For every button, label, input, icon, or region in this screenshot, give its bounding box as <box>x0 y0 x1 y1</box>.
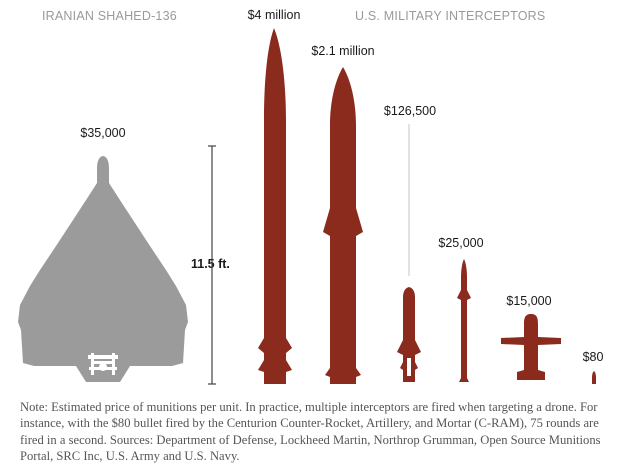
silhouettes <box>18 28 596 385</box>
interceptor-6-silhouette <box>592 371 596 384</box>
price-label-shahed: $35,000 <box>80 126 126 140</box>
price-label-interceptor-2: $2.1 million <box>311 44 375 58</box>
interceptor-3-detail <box>407 358 411 376</box>
interceptor-4-silhouette <box>457 259 471 382</box>
scale-label: 11.5 ft. <box>191 257 230 271</box>
interceptor-3-silhouette <box>397 287 421 382</box>
drone-header: IRANIAN SHAHED-136 <box>42 9 177 23</box>
shahed-drone-silhouette <box>18 156 188 382</box>
price-label-interceptor-5: $15,000 <box>506 294 552 308</box>
shahed-engine-detail <box>88 353 118 375</box>
interceptor-1-silhouette <box>258 28 292 384</box>
interceptor-5-silhouette <box>501 314 561 380</box>
footnote: Note: Estimated price of munitions per u… <box>20 400 601 464</box>
price-label-interceptor-4: $25,000 <box>438 236 484 250</box>
interceptors-header: U.S. MILITARY INTERCEPTORS <box>355 9 546 23</box>
scale-bracket <box>208 145 216 385</box>
price-label-interceptor-6: $80 <box>582 350 604 364</box>
price-label-interceptor-1: $4 million <box>247 8 301 22</box>
price-label-interceptor-3: $126,500 <box>383 104 437 118</box>
interceptor-2-silhouette <box>323 67 363 384</box>
